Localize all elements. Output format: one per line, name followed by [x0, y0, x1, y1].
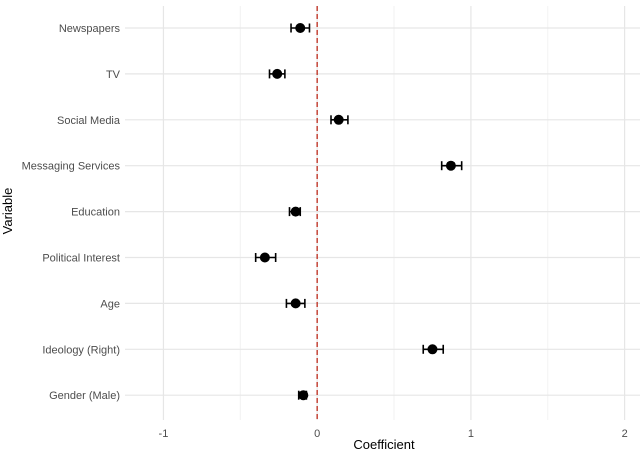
- coefficient-point: [290, 206, 301, 217]
- major-gridlines: [125, 6, 640, 420]
- y-tick-label: Age: [100, 298, 120, 310]
- data-marks: [254, 23, 463, 401]
- coefficient-point: [290, 298, 301, 309]
- y-tick-label: Social Media: [57, 115, 121, 127]
- coefficient-point: [295, 23, 306, 33]
- x-tick-label: 0: [314, 428, 320, 440]
- y-axis-title: Variable: [0, 188, 15, 235]
- coefficient-point: [259, 252, 270, 263]
- y-tick-label: Gender (Male): [49, 390, 120, 402]
- coefficient-point: [333, 114, 344, 125]
- x-tick-labels: -1 0 1 2: [159, 428, 628, 440]
- y-tick-labels: Newspapers TV Social Media Messaging Servic…: [22, 23, 121, 402]
- x-axis-title: Coefficient: [353, 437, 415, 452]
- x-tick-label: 1: [468, 428, 474, 440]
- x-tick-label: 2: [622, 428, 628, 440]
- coefficient-point: [298, 390, 309, 401]
- y-tick-label: Political Interest: [42, 253, 120, 265]
- coefficient-point: [445, 160, 456, 171]
- coefficient-point: [427, 344, 438, 355]
- minor-gridlines: [239, 6, 549, 420]
- x-tick-label: -1: [159, 428, 169, 440]
- y-tick-label: Messaging Services: [22, 161, 121, 173]
- y-tick-label: Education: [71, 207, 120, 219]
- coefficient-point: [272, 68, 283, 79]
- y-tick-label: Newspapers: [59, 23, 121, 35]
- y-tick-label: TV: [106, 69, 121, 81]
- y-tick-label: Ideology (Right): [42, 344, 120, 356]
